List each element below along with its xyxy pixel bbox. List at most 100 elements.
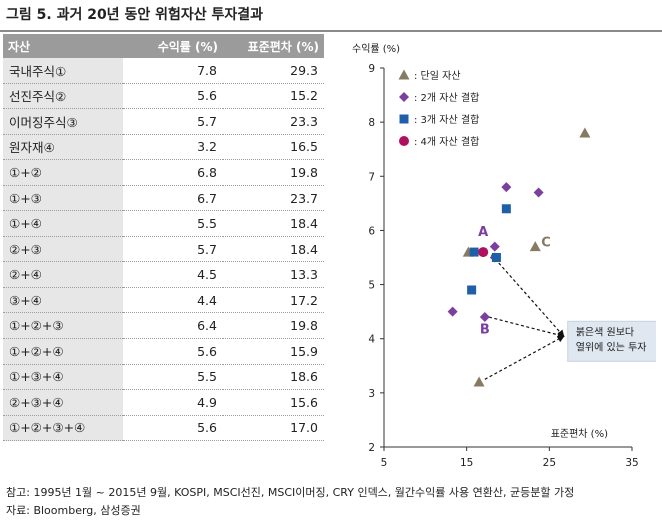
x-tick-label: 25 bbox=[543, 457, 556, 469]
asset-cell: 선진주식② bbox=[3, 83, 123, 110]
return-cell: 4.9 bbox=[123, 389, 223, 416]
stdev-cell: 23.7 bbox=[223, 185, 324, 212]
results-table: 자산 수익률 (%) 표준편차 (%) 국내주식① 7.8 29.3 선진주식② 5.6… bbox=[3, 34, 324, 442]
stdev-cell: 19.8 bbox=[223, 312, 324, 340]
table-row: ①+③+④ 5.5 18.6 bbox=[3, 364, 324, 391]
dashed-arrow bbox=[488, 316, 565, 339]
asset-cell: ①+②+③+④ bbox=[3, 415, 123, 442]
title-divider bbox=[0, 30, 662, 32]
point-label-a: A bbox=[478, 225, 488, 240]
y-tick-label: 8 bbox=[368, 117, 375, 129]
y-tick-labels: 2 3 4 5 6 7 8 9 bbox=[368, 63, 384, 454]
header-asset: 자산 bbox=[3, 34, 123, 58]
return-cell: 5.6 bbox=[123, 415, 223, 442]
x-tick-label: 35 bbox=[625, 457, 638, 469]
asset-cell: ①+②+④ bbox=[3, 338, 123, 365]
table-row: 선진주식② 5.6 15.2 bbox=[3, 83, 324, 110]
data-point-square bbox=[501, 204, 511, 214]
legend-entry-label: : 2개 자산 결합 bbox=[414, 92, 479, 104]
return-cell: 5.7 bbox=[123, 108, 223, 135]
data-point-triangle bbox=[579, 127, 591, 138]
stdev-cell: 18.4 bbox=[223, 210, 324, 237]
table-row: 국내주식① 7.8 29.3 bbox=[3, 58, 324, 84]
data-point-circle bbox=[478, 247, 489, 258]
stdev-cell: 18.4 bbox=[223, 236, 324, 263]
asset-cell: ②+④ bbox=[3, 261, 123, 288]
y-tick-label: 9 bbox=[368, 63, 375, 75]
table-header: 자산 수익률 (%) 표준편차 (%) bbox=[3, 34, 324, 58]
y-tick-label: 7 bbox=[368, 171, 375, 183]
legend-entry-label: : 4개 자산 결합 bbox=[414, 136, 479, 148]
stdev-cell: 29.3 bbox=[223, 58, 324, 84]
return-cell: 6.8 bbox=[123, 159, 223, 186]
point-label-b: B bbox=[480, 322, 490, 337]
risk-return-scatter-chart: 2 3 4 5 6 7 8 9 5 15 25 35 수익률 (%) 표준편차 (%) : 단일 자… bbox=[352, 43, 656, 469]
return-cell: 5.5 bbox=[123, 364, 223, 391]
stdev-cell: 19.8 bbox=[223, 159, 324, 186]
asset-cell: 원자재④ bbox=[3, 134, 123, 161]
point-label-c: C bbox=[541, 236, 551, 251]
table-row: 원자재④ 3.2 16.5 bbox=[3, 134, 324, 161]
asset-cell: ①+④ bbox=[3, 210, 123, 237]
return-cell: 6.7 bbox=[123, 185, 223, 212]
x-tick-label: 5 bbox=[381, 457, 388, 469]
y-tick-label: 5 bbox=[368, 280, 375, 292]
y-tick-label: 3 bbox=[368, 388, 375, 400]
stdev-cell: 17.2 bbox=[223, 287, 324, 314]
return-cell: 5.6 bbox=[123, 338, 223, 365]
x-tick-labels: 5 15 25 35 bbox=[381, 447, 639, 469]
results-table-container: 자산 수익률 (%) 표준편차 (%) 국내주식① 7.8 29.3 선진주식② 5.6… bbox=[3, 34, 324, 442]
table-row: ②+③ 5.7 18.4 bbox=[3, 236, 324, 263]
asset-cell: 이머징주식③ bbox=[3, 108, 123, 135]
data-point-square bbox=[467, 285, 477, 295]
y-axis-label: 수익률 (%) bbox=[352, 43, 400, 55]
table-row: ①+②+③+④ 5.6 17.0 bbox=[3, 415, 324, 442]
data-point-diamond bbox=[479, 312, 490, 323]
asset-cell: 국내주식① bbox=[3, 58, 123, 84]
return-cell: 5.6 bbox=[123, 83, 223, 110]
legend-entry-label: : 3개 자산 결합 bbox=[414, 114, 479, 126]
x-tick-label: 15 bbox=[460, 457, 473, 469]
data-point-diamond bbox=[533, 187, 544, 198]
legend-square-marker bbox=[399, 114, 409, 124]
legend-diamond-marker bbox=[399, 92, 409, 102]
data-point-triangle bbox=[473, 376, 485, 387]
table-body: 국내주식① 7.8 29.3 선진주식② 5.6 15.2 이머징주식③ 5.7 23.3 원자재… bbox=[3, 58, 324, 442]
annotation-arrows bbox=[484, 254, 565, 380]
table-row: 이머징주식③ 5.7 23.3 bbox=[3, 108, 324, 135]
callout-box bbox=[567, 320, 656, 362]
asset-cell: ③+④ bbox=[3, 287, 123, 314]
return-cell: 3.2 bbox=[123, 134, 223, 161]
asset-cell: ①+②+③ bbox=[3, 312, 123, 340]
table-row: ①+②+④ 5.6 15.9 bbox=[3, 338, 324, 365]
chart-legend: : 단일 자산: 2개 자산 결합: 3개 자산 결합: 4개 자산 결합 bbox=[398, 69, 479, 148]
legend-circle-marker bbox=[399, 136, 409, 146]
stdev-cell: 13.3 bbox=[223, 261, 324, 288]
header-stdev: 표준편차 (%) bbox=[223, 34, 324, 58]
table-row: ①+④ 5.5 18.4 bbox=[3, 210, 324, 237]
chart-axes bbox=[383, 68, 632, 448]
stdev-cell: 16.5 bbox=[223, 134, 324, 161]
header-return: 수익률 (%) bbox=[123, 34, 223, 58]
data-point-diamond bbox=[489, 241, 500, 252]
table-row: ①+③ 6.7 23.7 bbox=[3, 185, 324, 212]
x-axis-label: 표준편차 (%) bbox=[551, 428, 608, 440]
callout-text-line: 열위에 있는 투자 bbox=[576, 340, 647, 353]
callout-text-line: 붉은색 원보다 bbox=[576, 326, 634, 338]
stdev-cell: 15.6 bbox=[223, 389, 324, 416]
return-cell: 6.4 bbox=[123, 312, 223, 340]
return-cell: 4.5 bbox=[123, 261, 223, 288]
return-cell: 5.5 bbox=[123, 210, 223, 237]
asset-cell: ①+③+④ bbox=[3, 364, 123, 391]
legend-triangle-marker bbox=[398, 69, 410, 80]
table-row: ①+②+③ 6.4 19.8 bbox=[3, 312, 324, 340]
asset-cell: ①+② bbox=[3, 159, 123, 186]
table-row: ①+② 6.8 19.8 bbox=[3, 159, 324, 186]
data-point-diamond bbox=[501, 182, 512, 193]
return-cell: 5.7 bbox=[123, 236, 223, 263]
data-points bbox=[447, 127, 591, 387]
stdev-cell: 15.9 bbox=[223, 338, 324, 365]
y-tick-label: 4 bbox=[368, 334, 375, 346]
data-point-diamond bbox=[447, 306, 458, 317]
